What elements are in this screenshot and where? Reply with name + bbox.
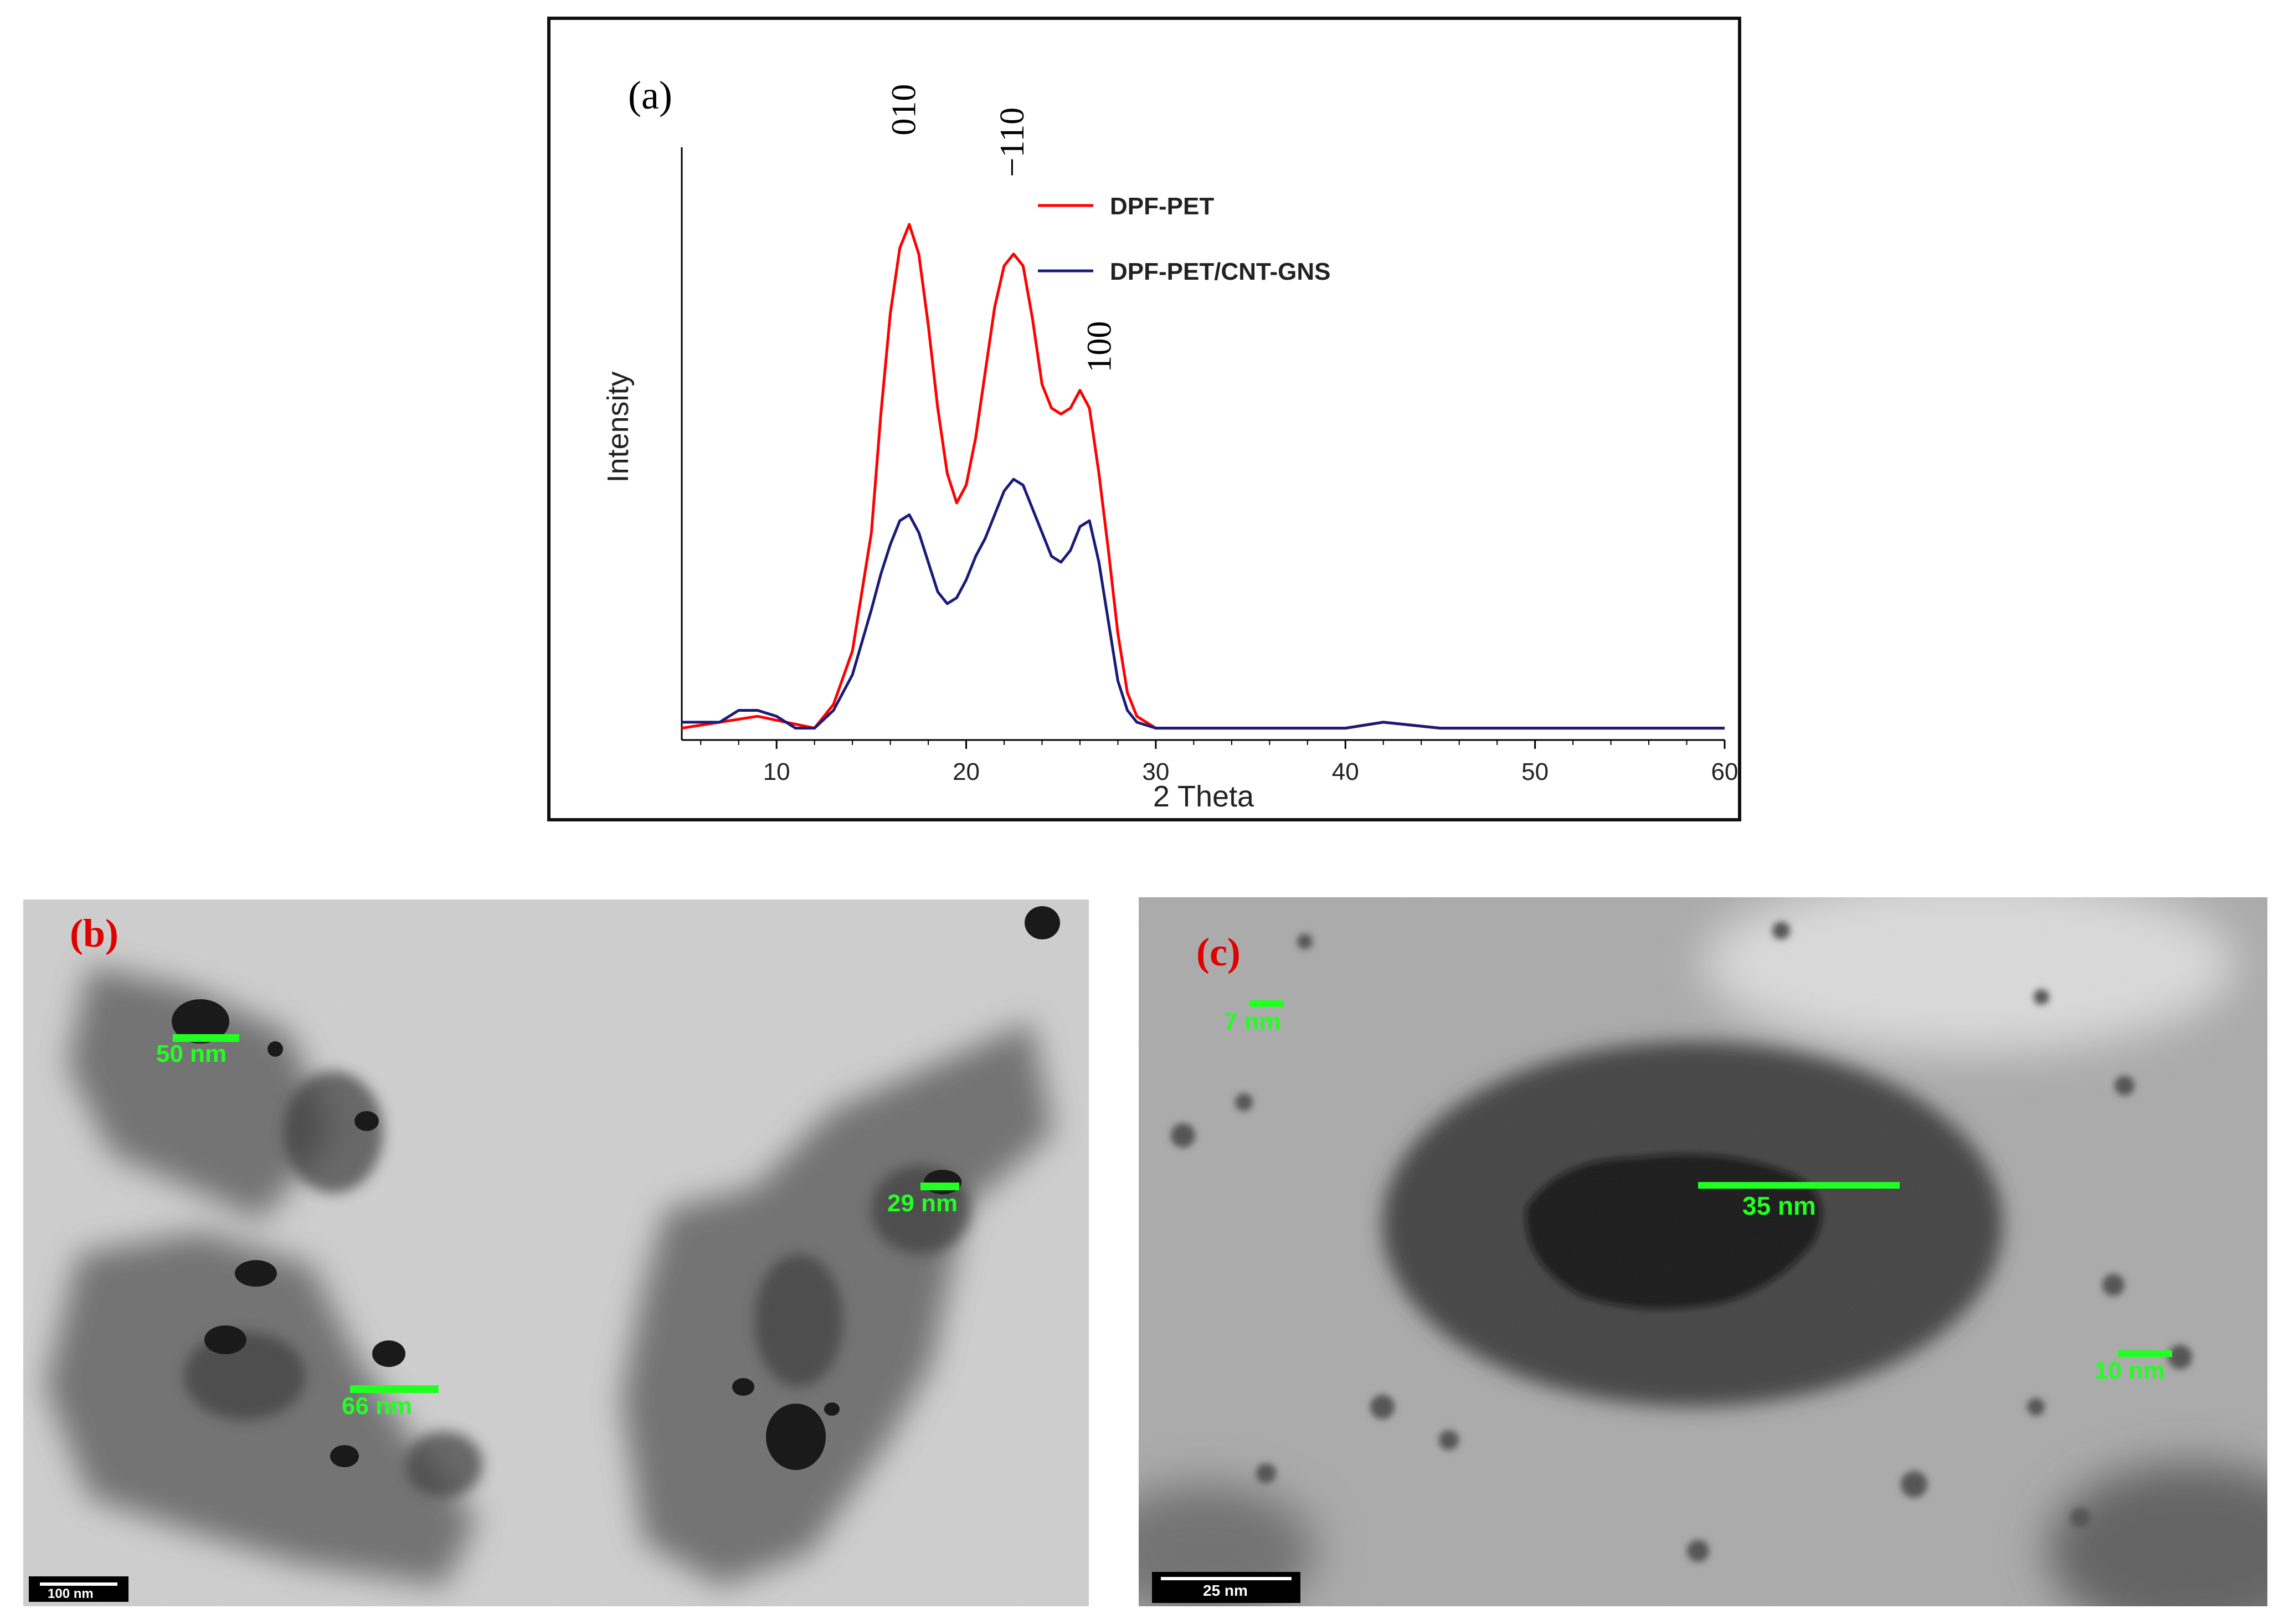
x-tick-label: 30: [1142, 758, 1169, 785]
panel-c-label: (c): [1196, 930, 1241, 974]
peak-annotation: 010: [886, 84, 923, 136]
xrd-chart: (a) 10 20 30 40 50 60 010 −110 100 DPF-PET DPF-P…: [601, 73, 1738, 813]
y-axis-label: Intensity: [601, 371, 635, 482]
measure-label-66: 66 nm: [342, 1392, 413, 1420]
x-tick-label: 50: [1521, 758, 1549, 785]
tem-image-b: (b) 50 nm 29 nm 66 nm 100 nm: [23, 900, 1089, 1606]
peak-annotation: −110: [994, 107, 1031, 177]
x-tick-label: 20: [953, 758, 980, 785]
x-axis-label: 2 Theta: [1153, 780, 1254, 813]
measure-label-10: 10 nm: [2095, 1357, 2165, 1384]
x-tick-label: 60: [1711, 758, 1738, 785]
measure-label-29: 29 nm: [887, 1190, 958, 1217]
panel-b-label: (b): [70, 911, 119, 955]
measure-label-35: 35 nm: [1742, 1191, 1816, 1220]
measure-label-50: 50 nm: [156, 1040, 227, 1067]
measure-label-7: 7 nm: [1224, 1008, 1281, 1035]
series-line-dpf-pet: [681, 223, 1725, 730]
peak-annotation: 100: [1081, 321, 1118, 373]
panel-a-label: (a): [628, 73, 672, 117]
scale-bar-label-b: 100 nm: [48, 1586, 94, 1601]
x-tick-label: 10: [763, 758, 790, 785]
legend-label: DPF-PET/CNT-GNS: [1110, 258, 1330, 285]
series-line-dpf-pet-cnt-gns: [682, 477, 1725, 730]
scale-bar-box: [29, 1576, 128, 1602]
x-tick-label: 40: [1332, 758, 1359, 785]
xrd-chart-panel: (a) 10 20 30 40 50 60 010 −110 100 DPF-PET DPF-P…: [547, 17, 1741, 821]
scale-bar-label-c: 25 nm: [1203, 1582, 1248, 1599]
tem-image-c: (c) 7 nm 35 nm 10 nm 25 nm: [1139, 897, 2267, 1606]
legend-label: DPF-PET: [1110, 193, 1214, 220]
